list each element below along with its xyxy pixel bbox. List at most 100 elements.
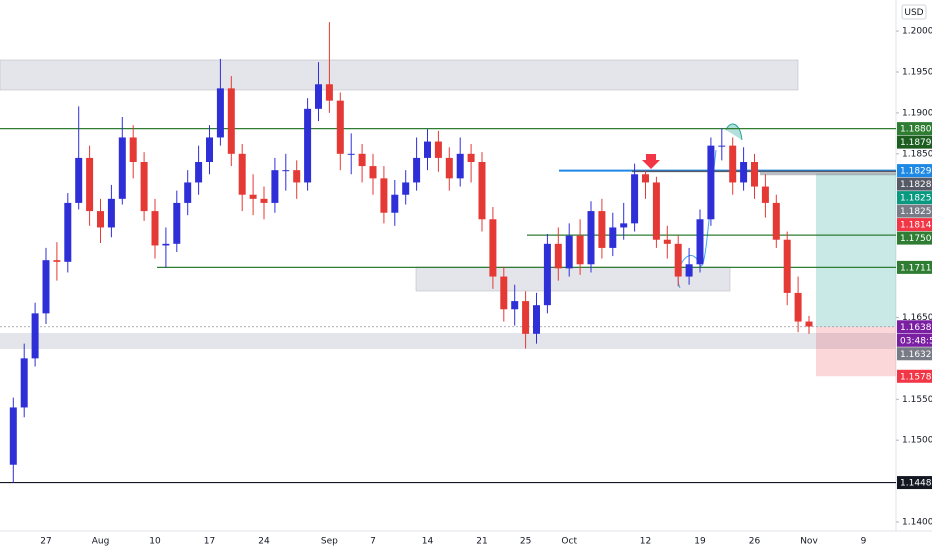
y-tick-label: 1.19000 (902, 108, 932, 118)
candle-body (369, 166, 377, 179)
candle-body (195, 162, 203, 183)
drawings (0, 59, 896, 349)
candle-body (445, 157, 453, 179)
candle-body (216, 88, 224, 138)
candle-body (772, 202, 780, 240)
candle-body (663, 239, 671, 244)
y-tick-label: 1.18500 (902, 149, 932, 159)
candle-body (620, 223, 628, 228)
y-tick-label: 1.19500 (902, 68, 932, 78)
price-tag-text: 1.18808 (900, 125, 932, 135)
target-area (816, 173, 896, 327)
candle-body (9, 407, 17, 465)
candle-body (576, 235, 584, 265)
price-tag: 1.18792 (897, 135, 932, 149)
currency-badge (901, 4, 927, 20)
candle-body (336, 100, 344, 154)
candle-body (489, 219, 497, 277)
price-tag: 1.18295 (897, 164, 932, 178)
candle-body (696, 219, 704, 265)
arrow-marker (642, 154, 660, 169)
price-axis (896, 0, 932, 550)
price-tag-text: 1.18144 (900, 221, 932, 231)
candle-body (42, 260, 50, 314)
price-tag: 1.16386 (897, 320, 932, 334)
candle-body (391, 194, 399, 213)
price-tag: 1.18256 (897, 204, 932, 218)
y-tick-label: 1.20000 (902, 27, 932, 37)
stop-area (816, 326, 896, 377)
x-tick-label: Aug (92, 537, 110, 547)
candle-body (31, 313, 39, 359)
price-tag-text: 1.16325 (900, 350, 932, 360)
candle-body (522, 301, 530, 334)
price-tag: 1.18286 (897, 177, 932, 191)
x-tick-label: 14 (422, 537, 434, 547)
price-tag: 1.18257 (897, 191, 932, 205)
candle-body (184, 182, 192, 203)
candle-body (304, 108, 312, 183)
price-tag-bg (897, 204, 932, 218)
candle-body (347, 153, 355, 155)
x-tick-label: Nov (800, 537, 818, 547)
position-tool (816, 173, 896, 377)
x-tick-label: 26 (749, 537, 761, 547)
price-tag-bg (897, 260, 932, 274)
candle-body (707, 145, 715, 220)
candle-body (631, 174, 639, 224)
candle-body (107, 198, 115, 228)
candle-body (478, 162, 486, 220)
candle-body (456, 153, 464, 179)
candle-body (238, 153, 246, 195)
candle-body (358, 153, 366, 167)
candle-body (380, 178, 388, 213)
candle-body (75, 157, 83, 203)
candle-body (587, 211, 595, 265)
x-tick-label: 17 (204, 537, 215, 547)
candle-body (227, 88, 235, 154)
candle-body (151, 211, 159, 246)
candle-body (64, 202, 72, 262)
price-tag-bg (897, 231, 932, 245)
candle-body (500, 276, 508, 310)
y-tick-label: 1.15500 (902, 395, 932, 405)
price-tag: 1.18144 (897, 218, 932, 232)
price-tag-bg (897, 369, 932, 383)
candle-body (794, 292, 802, 322)
candle-body (206, 137, 213, 162)
price-tag-text: 1.17112 (900, 263, 932, 273)
candle-body (402, 182, 410, 195)
highlight-shape (725, 123, 743, 141)
price-tag-bg (897, 177, 932, 191)
price-tag: 1.17112 (897, 260, 932, 274)
price-tag-bg (897, 218, 932, 232)
price-tag: 1.16325 (897, 347, 932, 361)
price-tag-bg (897, 191, 932, 205)
price-tag-bg (897, 122, 932, 136)
candle-body (652, 182, 660, 240)
x-tick-label: 24 (258, 537, 270, 547)
price-tag: 1.14482 (897, 476, 932, 490)
candle-body (805, 321, 813, 327)
x-tick-label: 27 (40, 537, 51, 547)
resistance-zone (0, 59, 799, 91)
price-tag-text: 1.18286 (900, 180, 932, 190)
price-tag: 1.18808 (897, 122, 932, 136)
price-tag: 1.17506 (897, 231, 932, 245)
y-tick-label: 1.16500 (902, 313, 932, 323)
candle-body (162, 243, 170, 246)
price-tag-text: 1.16386 (900, 323, 932, 333)
candle-body (20, 358, 28, 408)
candle-body (729, 145, 737, 183)
candle-body (511, 301, 519, 310)
candle-body (434, 141, 442, 158)
price-tag-bg (897, 135, 932, 149)
x-tick-label: 19 (694, 537, 706, 547)
candle-body (565, 235, 573, 269)
x-tick-label: Sep (321, 537, 338, 547)
candle-body (467, 153, 475, 162)
candle-body (424, 141, 431, 158)
candle-body (751, 162, 758, 187)
candle-body (609, 227, 617, 248)
candle-body (173, 202, 181, 244)
